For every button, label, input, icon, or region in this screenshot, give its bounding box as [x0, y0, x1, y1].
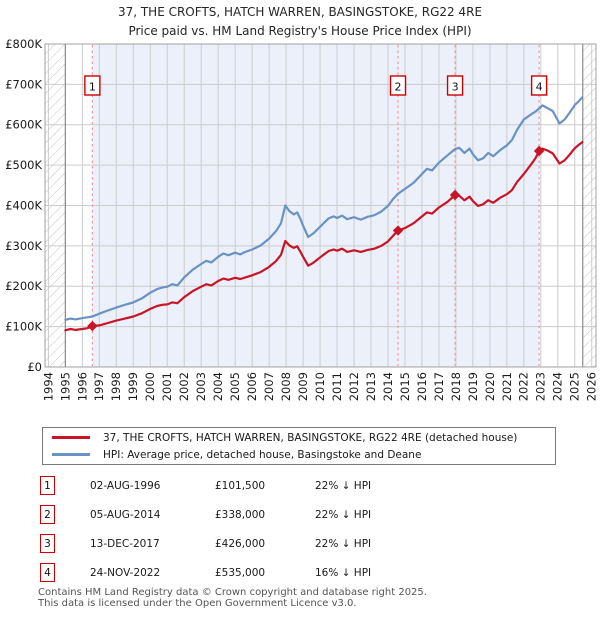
x-tick-label-2005: 2005 — [228, 372, 242, 401]
x-tick-label-1997: 1997 — [92, 372, 106, 401]
x-tick-label-2022: 2022 — [517, 372, 531, 401]
y-tick-label-700: £700K — [5, 77, 42, 91]
x-tick-label-2010: 2010 — [313, 372, 327, 401]
table-row: 1 02-AUG-1996 £101,500 22% ↓ HPI — [40, 476, 560, 496]
sale-marker-number-4: 4 — [536, 81, 543, 94]
sale-marker-number-1: 1 — [89, 81, 96, 94]
sale-price: £535,000 — [215, 567, 266, 579]
x-tick-label-2007: 2007 — [262, 372, 276, 401]
x-tick-label-2014: 2014 — [381, 372, 395, 401]
x-tick-label-2021: 2021 — [500, 372, 514, 401]
x-tick-label-2008: 2008 — [279, 372, 293, 401]
x-tick-label-2017: 2017 — [432, 372, 446, 401]
chart-legend: 37, THE CROFTS, HATCH WARREN, BASINGSTOK… — [42, 427, 556, 465]
x-tick-label-2006: 2006 — [245, 372, 259, 401]
sale-point-2 — [392, 225, 404, 236]
sale-point-1 — [87, 320, 98, 332]
sale-price: £338,000 — [215, 509, 266, 521]
x-tick-label-1998: 1998 — [109, 372, 123, 401]
sale-point-4 — [533, 145, 545, 157]
sale-marker-box-3 — [446, 75, 464, 96]
sale-point-3 — [449, 189, 461, 201]
x-tick-label-2011: 2011 — [330, 372, 344, 401]
row-number-badge: 3 — [40, 534, 55, 553]
table-row: 2 05-AUG-2014 £338,000 22% ↓ HPI — [40, 505, 560, 525]
y-tick-label-300: £300K — [5, 239, 42, 253]
plot-border — [44, 43, 597, 368]
sale-vs-hpi: 22% ↓ HPI — [315, 509, 372, 521]
sale-date: 13-DEC-2017 — [90, 538, 160, 550]
price-line — [64, 141, 584, 332]
sale-date: 24-NOV-2022 — [90, 567, 161, 579]
y-tick-label-200: £200K — [5, 279, 42, 293]
x-tick-label-2018: 2018 — [449, 372, 463, 401]
footer-copyright: Contains HM Land Registry data © Crown c… — [38, 587, 427, 598]
sale-price: £101,500 — [215, 480, 266, 492]
row-number-badge: 2 — [40, 505, 55, 524]
x-tick-label-2002: 2002 — [177, 372, 191, 401]
legend-item-price: 37, THE CROFTS, HATCH WARREN, BASINGSTOK… — [52, 431, 555, 445]
sale-vs-hpi: 22% ↓ HPI — [315, 538, 372, 550]
x-tick-label-1996: 1996 — [75, 372, 89, 401]
sale-vs-hpi: 22% ↓ HPI — [315, 480, 372, 492]
sale-marker-number-2: 2 — [395, 81, 402, 94]
sale-marker-box-1 — [84, 75, 101, 96]
legend-label-hpi: HPI: Average price, detached house, Basi… — [103, 448, 422, 461]
hpi-line-swatch — [52, 453, 90, 456]
sale-marker-number-3: 3 — [452, 81, 459, 94]
hpi-line — [64, 96, 584, 321]
x-tick-label-2019: 2019 — [466, 372, 480, 401]
price-line-swatch — [52, 436, 90, 439]
sale-price: £426,000 — [215, 538, 266, 550]
sale-marker-box-4 — [530, 75, 548, 96]
y-tick-label-600: £600K — [5, 118, 42, 132]
x-tick-label-2004: 2004 — [211, 372, 225, 401]
y-tick-label-400: £400K — [5, 198, 42, 212]
x-tick-label-2012: 2012 — [347, 372, 361, 401]
footer-licence: This data is licensed under the Open Gov… — [38, 598, 357, 609]
x-tick-label-2009: 2009 — [296, 372, 310, 401]
x-tick-label-2003: 2003 — [194, 372, 208, 401]
x-tick-label-2025: 2025 — [568, 372, 582, 401]
sale-vs-hpi: 16% ↓ HPI — [315, 567, 372, 579]
y-tick-label-800: £800K — [5, 37, 42, 51]
x-tick-label-2013: 2013 — [364, 372, 378, 401]
x-tick-label-2024: 2024 — [551, 372, 565, 401]
legend-item-hpi: HPI: Average price, detached house, Basi… — [52, 448, 555, 462]
y-tick-label-500: £500K — [5, 158, 42, 172]
x-tick-label-2023: 2023 — [534, 372, 548, 401]
table-row: 4 24-NOV-2022 £535,000 16% ↓ HPI — [40, 563, 560, 583]
legend-label-price: 37, THE CROFTS, HATCH WARREN, BASINGSTOK… — [103, 431, 518, 444]
x-tick-label-1999: 1999 — [126, 372, 140, 401]
x-tick-label-2000: 2000 — [143, 372, 157, 401]
x-tick-label-2020: 2020 — [483, 372, 497, 401]
row-number-badge: 1 — [40, 476, 55, 495]
row-number-badge: 4 — [40, 563, 55, 582]
x-tick-label-2001: 2001 — [160, 372, 174, 401]
y-tick-label-100: £100K — [5, 320, 42, 334]
x-tick-label-2016: 2016 — [415, 372, 429, 401]
sale-date: 02-AUG-1996 — [90, 480, 161, 492]
sale-date: 05-AUG-2014 — [90, 509, 161, 521]
x-tick-label-1994: 1994 — [41, 372, 55, 401]
x-tick-label-2026: 2026 — [585, 372, 599, 401]
sale-marker-box-2 — [389, 75, 407, 96]
x-tick-label-1995: 1995 — [58, 372, 72, 401]
x-tick-label-2015: 2015 — [398, 372, 412, 401]
table-row: 3 13-DEC-2017 £426,000 22% ↓ HPI — [40, 534, 560, 554]
chart-title: 37, THE CROFTS, HATCH WARREN, BASINGSTOK… — [117, 5, 483, 19]
chart-subtitle: Price paid vs. HM Land Registry's House … — [128, 24, 472, 38]
y-tick-label-0: £0 — [27, 360, 42, 374]
